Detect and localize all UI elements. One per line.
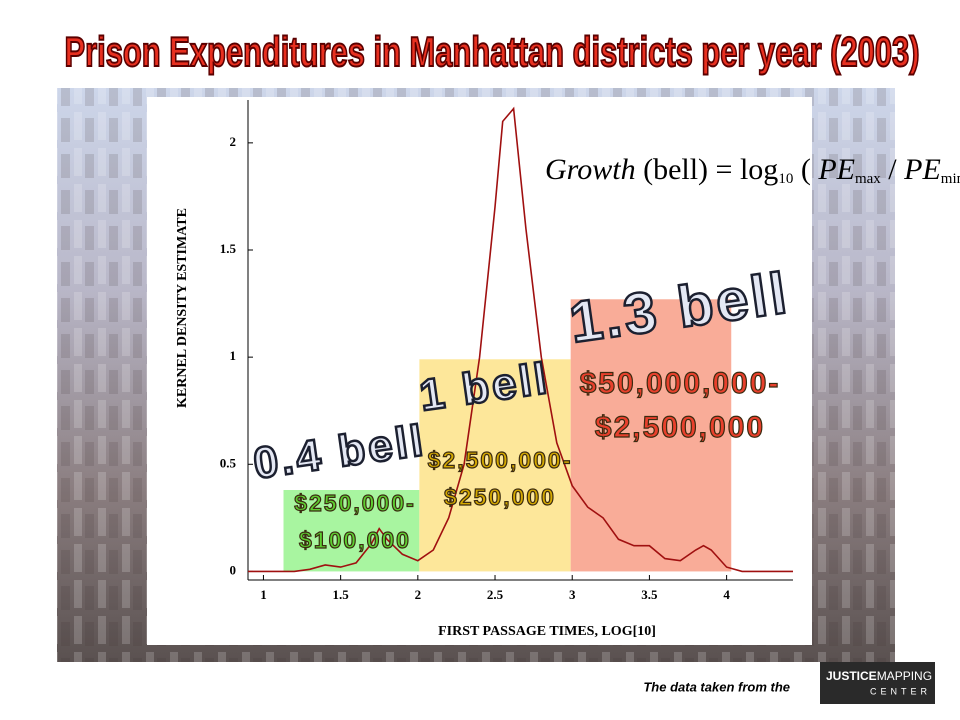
range-label: $100,000 (299, 527, 411, 553)
range-label: $50,000,000- (580, 367, 781, 400)
logo-word: JUSTICE (826, 669, 877, 683)
formula-part: / (881, 153, 904, 186)
range-label: $2,500,000 (595, 411, 765, 444)
x-tick-label: 4 (723, 587, 730, 602)
formula-part: ( (793, 153, 818, 186)
formula-part: PE (817, 153, 855, 186)
density-line (248, 106, 793, 573)
x-axis-label: FIRST PASSAGE TIMES, LOG[10] (438, 624, 656, 639)
band (419, 359, 571, 572)
formula-part: max (855, 171, 881, 187)
y-tick-label: 2 (230, 134, 237, 149)
range-label: $2,500,000- (428, 447, 573, 473)
band (283, 490, 420, 572)
logo-box (820, 662, 935, 704)
x-tick-label: 3 (569, 587, 576, 602)
y-tick-label: 0 (230, 562, 237, 577)
x-tick-label: 2 (415, 587, 422, 602)
logo-subtext: CENTER (870, 686, 931, 696)
x-tick-label: 1.5 (333, 587, 350, 602)
range-label: $250,000 (444, 484, 556, 510)
y-axis-label: KERNEL DENSITY ESTIMATE (175, 208, 190, 408)
range-label: $250,000- (294, 490, 416, 516)
formula: Growth (bell) = log10 ( PEmax / PEmin ) (545, 153, 960, 188)
y-tick-label: 1.5 (220, 241, 237, 256)
logo-text: JUSTICEMAPPING (826, 669, 932, 683)
formula-part: 10 (778, 171, 793, 187)
y-tick-label: 0.5 (220, 455, 237, 470)
logo-word: MAPPING (877, 669, 932, 683)
band (570, 299, 732, 572)
formula-part: min (941, 171, 960, 187)
footer-note: The data taken from the (643, 679, 790, 694)
x-tick-label: 3.5 (641, 587, 658, 602)
formula-part: (bell) = log (636, 153, 779, 186)
formula-part: Growth (545, 153, 636, 186)
formula-part: PE (903, 153, 941, 186)
x-tick-label: 1 (260, 587, 267, 602)
slide-title: Prison Expenditures in Manhattan distric… (65, 28, 920, 75)
y-tick-label: 1 (230, 348, 237, 363)
x-tick-label: 2.5 (487, 587, 504, 602)
